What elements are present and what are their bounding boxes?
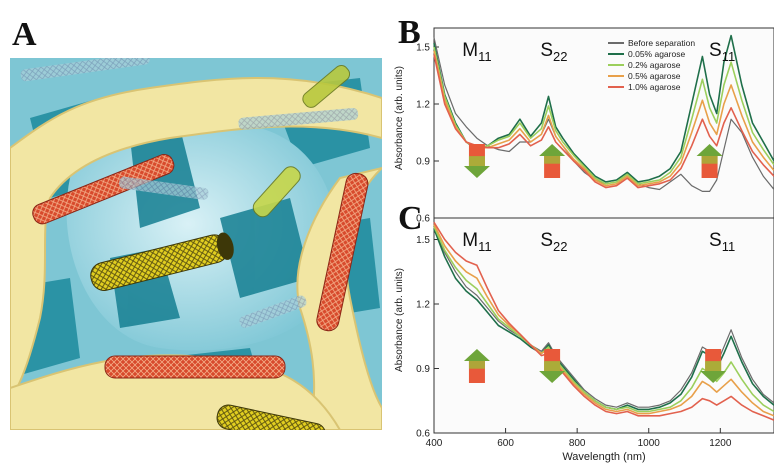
panel-c-letter: C (398, 200, 423, 237)
legend-label-2: 0.05% agarose (628, 49, 685, 59)
panel-c-arrow-down-icon (539, 349, 566, 383)
panel-b-series-line-4 (433, 50, 774, 187)
nanotube-red-bottom (104, 355, 286, 379)
panel-c-ytick-label: 1.5 (416, 235, 430, 246)
panel-c-arrow-down-icon (700, 349, 727, 383)
nanotube-faint-group (20, 58, 359, 328)
legend-label-5: 1.0% agarose (628, 82, 681, 92)
panel-c-series-line-4 (433, 224, 774, 417)
nanotube-yellow-bottom (216, 404, 327, 430)
panel-c-arrow-up-icon (463, 349, 490, 383)
panel-b-series-line-5 (433, 54, 774, 189)
legend-label-4: 0.5% agarose (628, 71, 681, 81)
panel-b-arrow-down-icon (463, 144, 490, 178)
panel-b-series-line-2 (433, 34, 774, 183)
panel-b-ylabel: Absorbance (arb. units) (394, 66, 405, 170)
nanotube-yellow-center (90, 232, 234, 291)
panel-c-band-label-s22: S22 (540, 230, 567, 254)
panel-c-ytick-label: 0.9 (416, 364, 430, 375)
panel-c-series-line-5 (433, 221, 774, 421)
panel-b-band-label-s22: S22 (540, 40, 567, 64)
panel-c-xtick-label: 1200 (709, 438, 732, 449)
panel-b-ytick-label: 0.6 (416, 214, 430, 225)
nanotube-red-1 (32, 154, 175, 225)
panel-b-arrow-up-icon (539, 144, 566, 178)
panel-c-xtick-label: 800 (569, 438, 586, 449)
panel-c-ytick-label: 1.2 (416, 300, 430, 311)
panel-b-band-label-s11: S11 (709, 40, 735, 64)
panel-b-arrow-up-icon (696, 144, 723, 178)
panel-c-xtick-label: 400 (426, 438, 443, 449)
panel-c-ytick-label: 0.6 (416, 429, 430, 440)
panel-c-band-label-s11: S11 (709, 230, 735, 254)
panel-c-ylabel: Absorbance (arb. units) (394, 268, 405, 372)
panel-b-letter: B (398, 14, 421, 51)
panel-b-ytick-label: 0.9 (416, 157, 430, 168)
panel-c-xlabel: Wavelength (nm) (562, 451, 645, 463)
panel-b-series-line-3 (433, 46, 774, 185)
panel-b-ytick-label: 1.5 (416, 43, 430, 54)
panel-b-band-label-m11: M11 (462, 40, 491, 64)
panel-c-xtick-label: 600 (497, 438, 514, 449)
panel-c-series-line-3 (433, 226, 774, 413)
panel-c-band-label-m11: M11 (462, 230, 491, 254)
panel-c-plot: 0.6 0.9 1.2 1.5 400 600 800 1000 1200 M11 S22 S11 (416, 221, 774, 449)
nanotube-red-right (316, 172, 369, 332)
panel-b-ytick-label: 1.2 (416, 100, 430, 111)
panel-a-letter: A (12, 16, 37, 53)
nanotube-green-small (252, 65, 351, 218)
panel-c-frame (433, 217, 774, 434)
nanotube-gel-illustration (10, 58, 382, 430)
legend-label-3: 0.2% agarose (628, 60, 681, 70)
panel-c-xtick-label: 1000 (638, 438, 661, 449)
legend-label-1: Before separation (628, 38, 695, 48)
